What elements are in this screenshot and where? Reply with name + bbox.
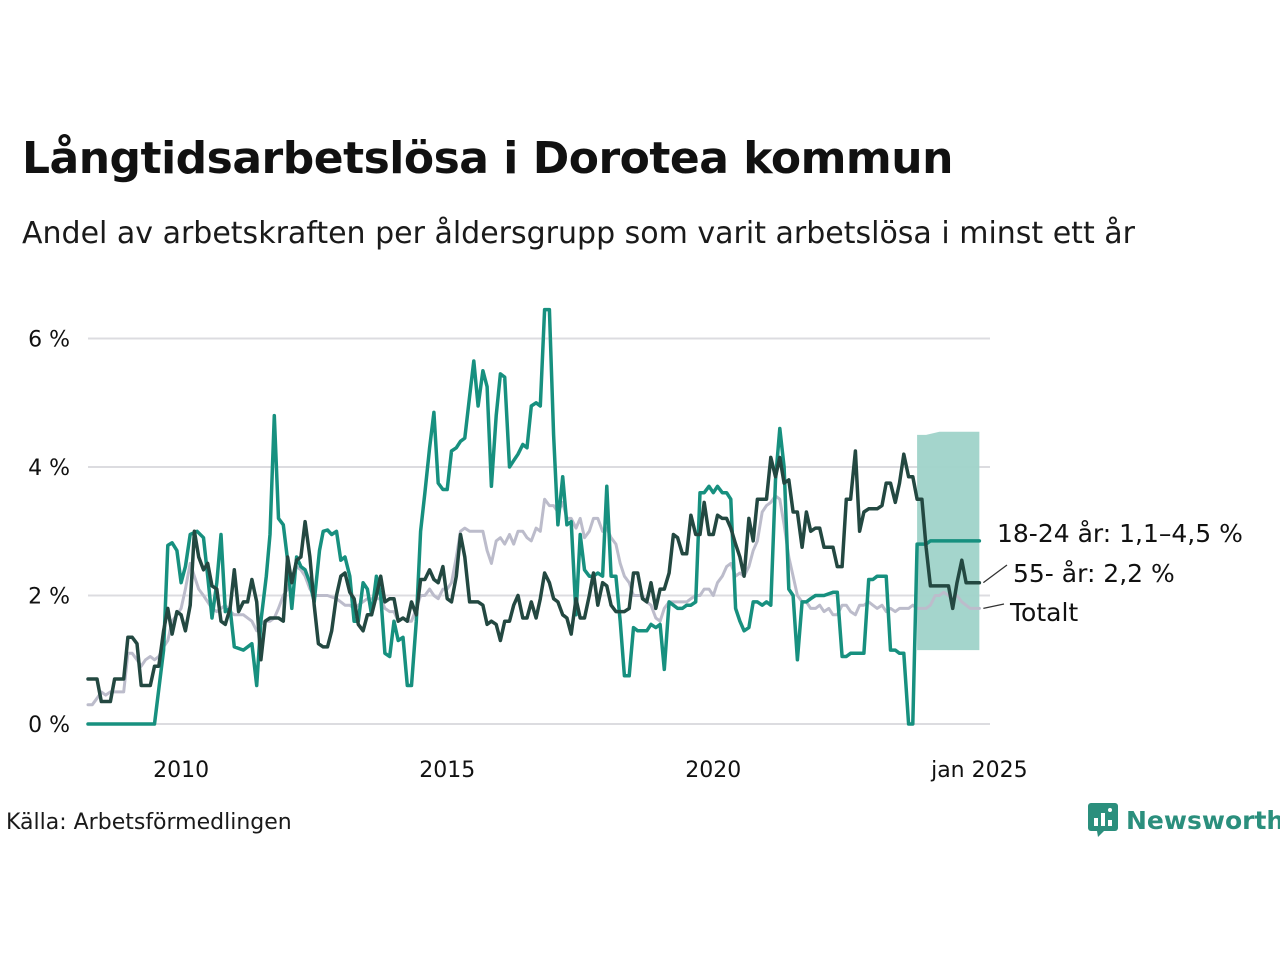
newsworthy-logo-icon xyxy=(1088,803,1118,837)
series-label-totalt: Totalt xyxy=(1009,598,1078,627)
series-label-55: 55- år: 2,2 % xyxy=(1013,559,1175,588)
label-leader-line xyxy=(983,603,1005,609)
chart-subtitle: Andel av arbetskraften per åldersgrupp s… xyxy=(22,216,1135,251)
brand-name: Newsworthy xyxy=(1126,805,1280,835)
y-tick-label: 0 % xyxy=(28,713,70,738)
newsworthy-brand[interactable]: Newsworthy xyxy=(1088,803,1280,837)
label-leader-line xyxy=(982,564,1008,584)
x-tick-label: 2015 xyxy=(419,758,475,783)
x-tick-label: jan 2025 xyxy=(930,758,1028,783)
series-label-18-24: 18-24 år: 1,1–4,5 % xyxy=(997,519,1243,548)
source-note: Källa: Arbetsförmedlingen xyxy=(6,810,292,835)
y-tick-label: 4 % xyxy=(28,456,70,481)
y-tick-label: 6 % xyxy=(28,328,70,353)
x-tick-label: 2010 xyxy=(153,758,209,783)
line-layer xyxy=(86,307,982,726)
series-line-55 xyxy=(86,449,982,704)
grid-layer xyxy=(88,337,990,725)
chart-title: Långtidsarbetslösa i Dorotea kommun xyxy=(22,133,953,184)
axis-layer: 0 % 2 % 4 % 6 % 2010 2015 2020 jan 2025 xyxy=(28,328,1028,783)
y-tick-label: 2 % xyxy=(28,585,70,610)
x-tick-label: 2020 xyxy=(685,758,741,783)
label-layer: 18-24 år: 1,1–4,5 % 55- år: 2,2 % Totalt xyxy=(982,519,1243,627)
